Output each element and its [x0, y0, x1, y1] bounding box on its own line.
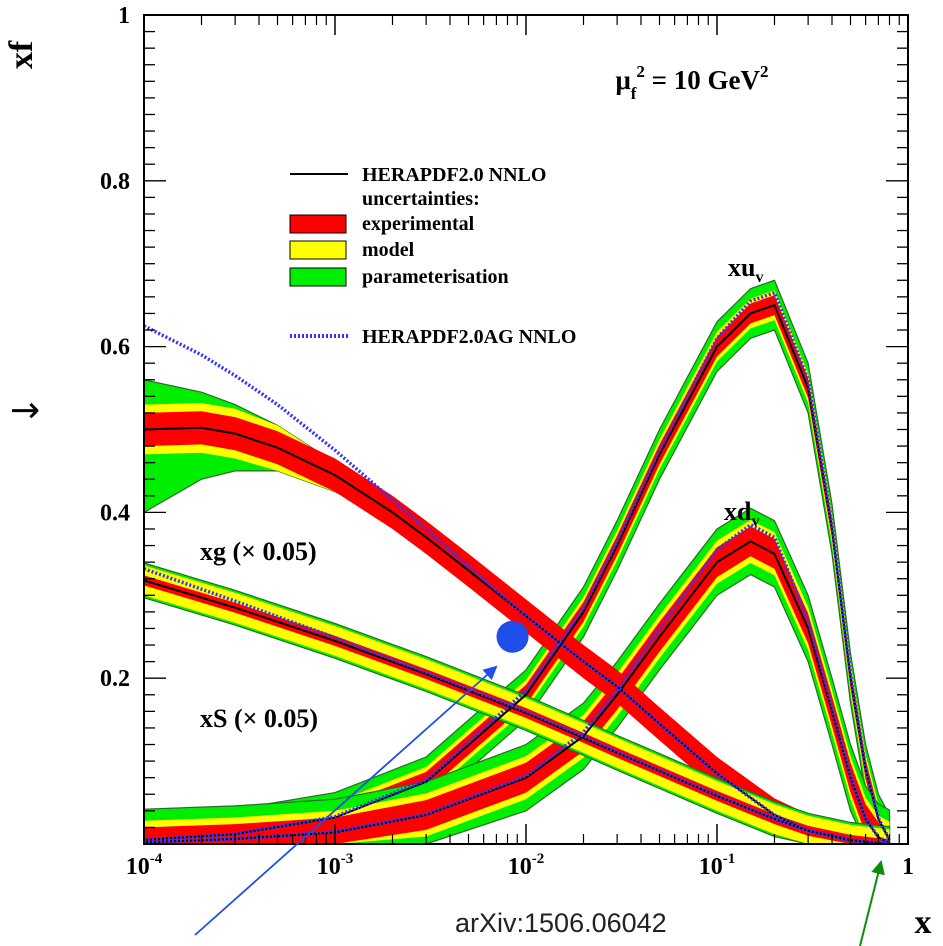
x-tick-label: 1 [902, 854, 914, 880]
xdv-model-band [144, 519, 890, 844]
label-xs: xS (× 0.05) [200, 704, 318, 733]
legend-experimental-label: experimental [362, 213, 475, 235]
highlight-marker [496, 620, 529, 653]
axis-ticks [143, 15, 909, 844]
legend-uncertainties-header: uncertainties: [362, 188, 480, 210]
label-xuv: xuv [728, 253, 763, 286]
side-arrow-glyph: → [10, 390, 41, 431]
legend-model-swatch [289, 240, 347, 260]
y-axis-title: xf [3, 40, 40, 69]
green-annotation-arrow [859, 860, 885, 946]
y-tick-label: 0.6 [100, 335, 130, 361]
blue-annotation-arrow [194, 665, 498, 936]
legend-parameterisation-label: parameterisation [362, 266, 509, 288]
x-tick-label: 10-1 [699, 851, 736, 880]
central-curves [144, 290, 892, 844]
legend-experimental-swatch [289, 214, 347, 234]
scale-note: μf2 = 10 GeV2 [615, 62, 768, 103]
curve-labels: xuv xdv xg (× 0.05) xS (× 0.05) [200, 253, 763, 733]
xdv-ag-line [144, 522, 891, 844]
mu-symbol: μ [615, 65, 630, 95]
y-tick-label: 0.2 [100, 666, 130, 692]
label-xdv: xdv [724, 497, 759, 530]
y-tick-label: 0.4 [100, 500, 130, 526]
legend-parameterisation-swatch [289, 267, 347, 287]
y-tick-label: 0.8 [100, 169, 130, 195]
legend-ag-label: HERAPDF2.0AG NNLO [362, 326, 576, 348]
legend-model-label: model [362, 239, 415, 261]
legend: HERAPDF2.0 NNLO uncertainties: experimen… [289, 164, 576, 348]
x-tick-label: 10-2 [508, 851, 545, 880]
arxiv-reference: arXiv:1506.06042 [455, 908, 667, 938]
label-xg: xg (× 0.05) [200, 537, 317, 566]
tick-labels: 10-4 10-3 10-2 10-1 1 0.2 0.4 0.6 0.8 1 [100, 3, 914, 880]
xuv-param-band [144, 279, 891, 844]
x-tick-label: 10-4 [126, 851, 163, 880]
x-axis-title: x [915, 904, 932, 941]
x-tick-label: 10-3 [317, 851, 354, 880]
xuv-ag-line [144, 290, 892, 842]
legend-central-label: HERAPDF2.0 NNLO [362, 164, 546, 186]
svg-text:μf2 = 10 GeV2: μf2 = 10 GeV2 [615, 62, 768, 103]
xs-central-line [144, 579, 890, 844]
y-tick-label: 1 [118, 3, 130, 29]
